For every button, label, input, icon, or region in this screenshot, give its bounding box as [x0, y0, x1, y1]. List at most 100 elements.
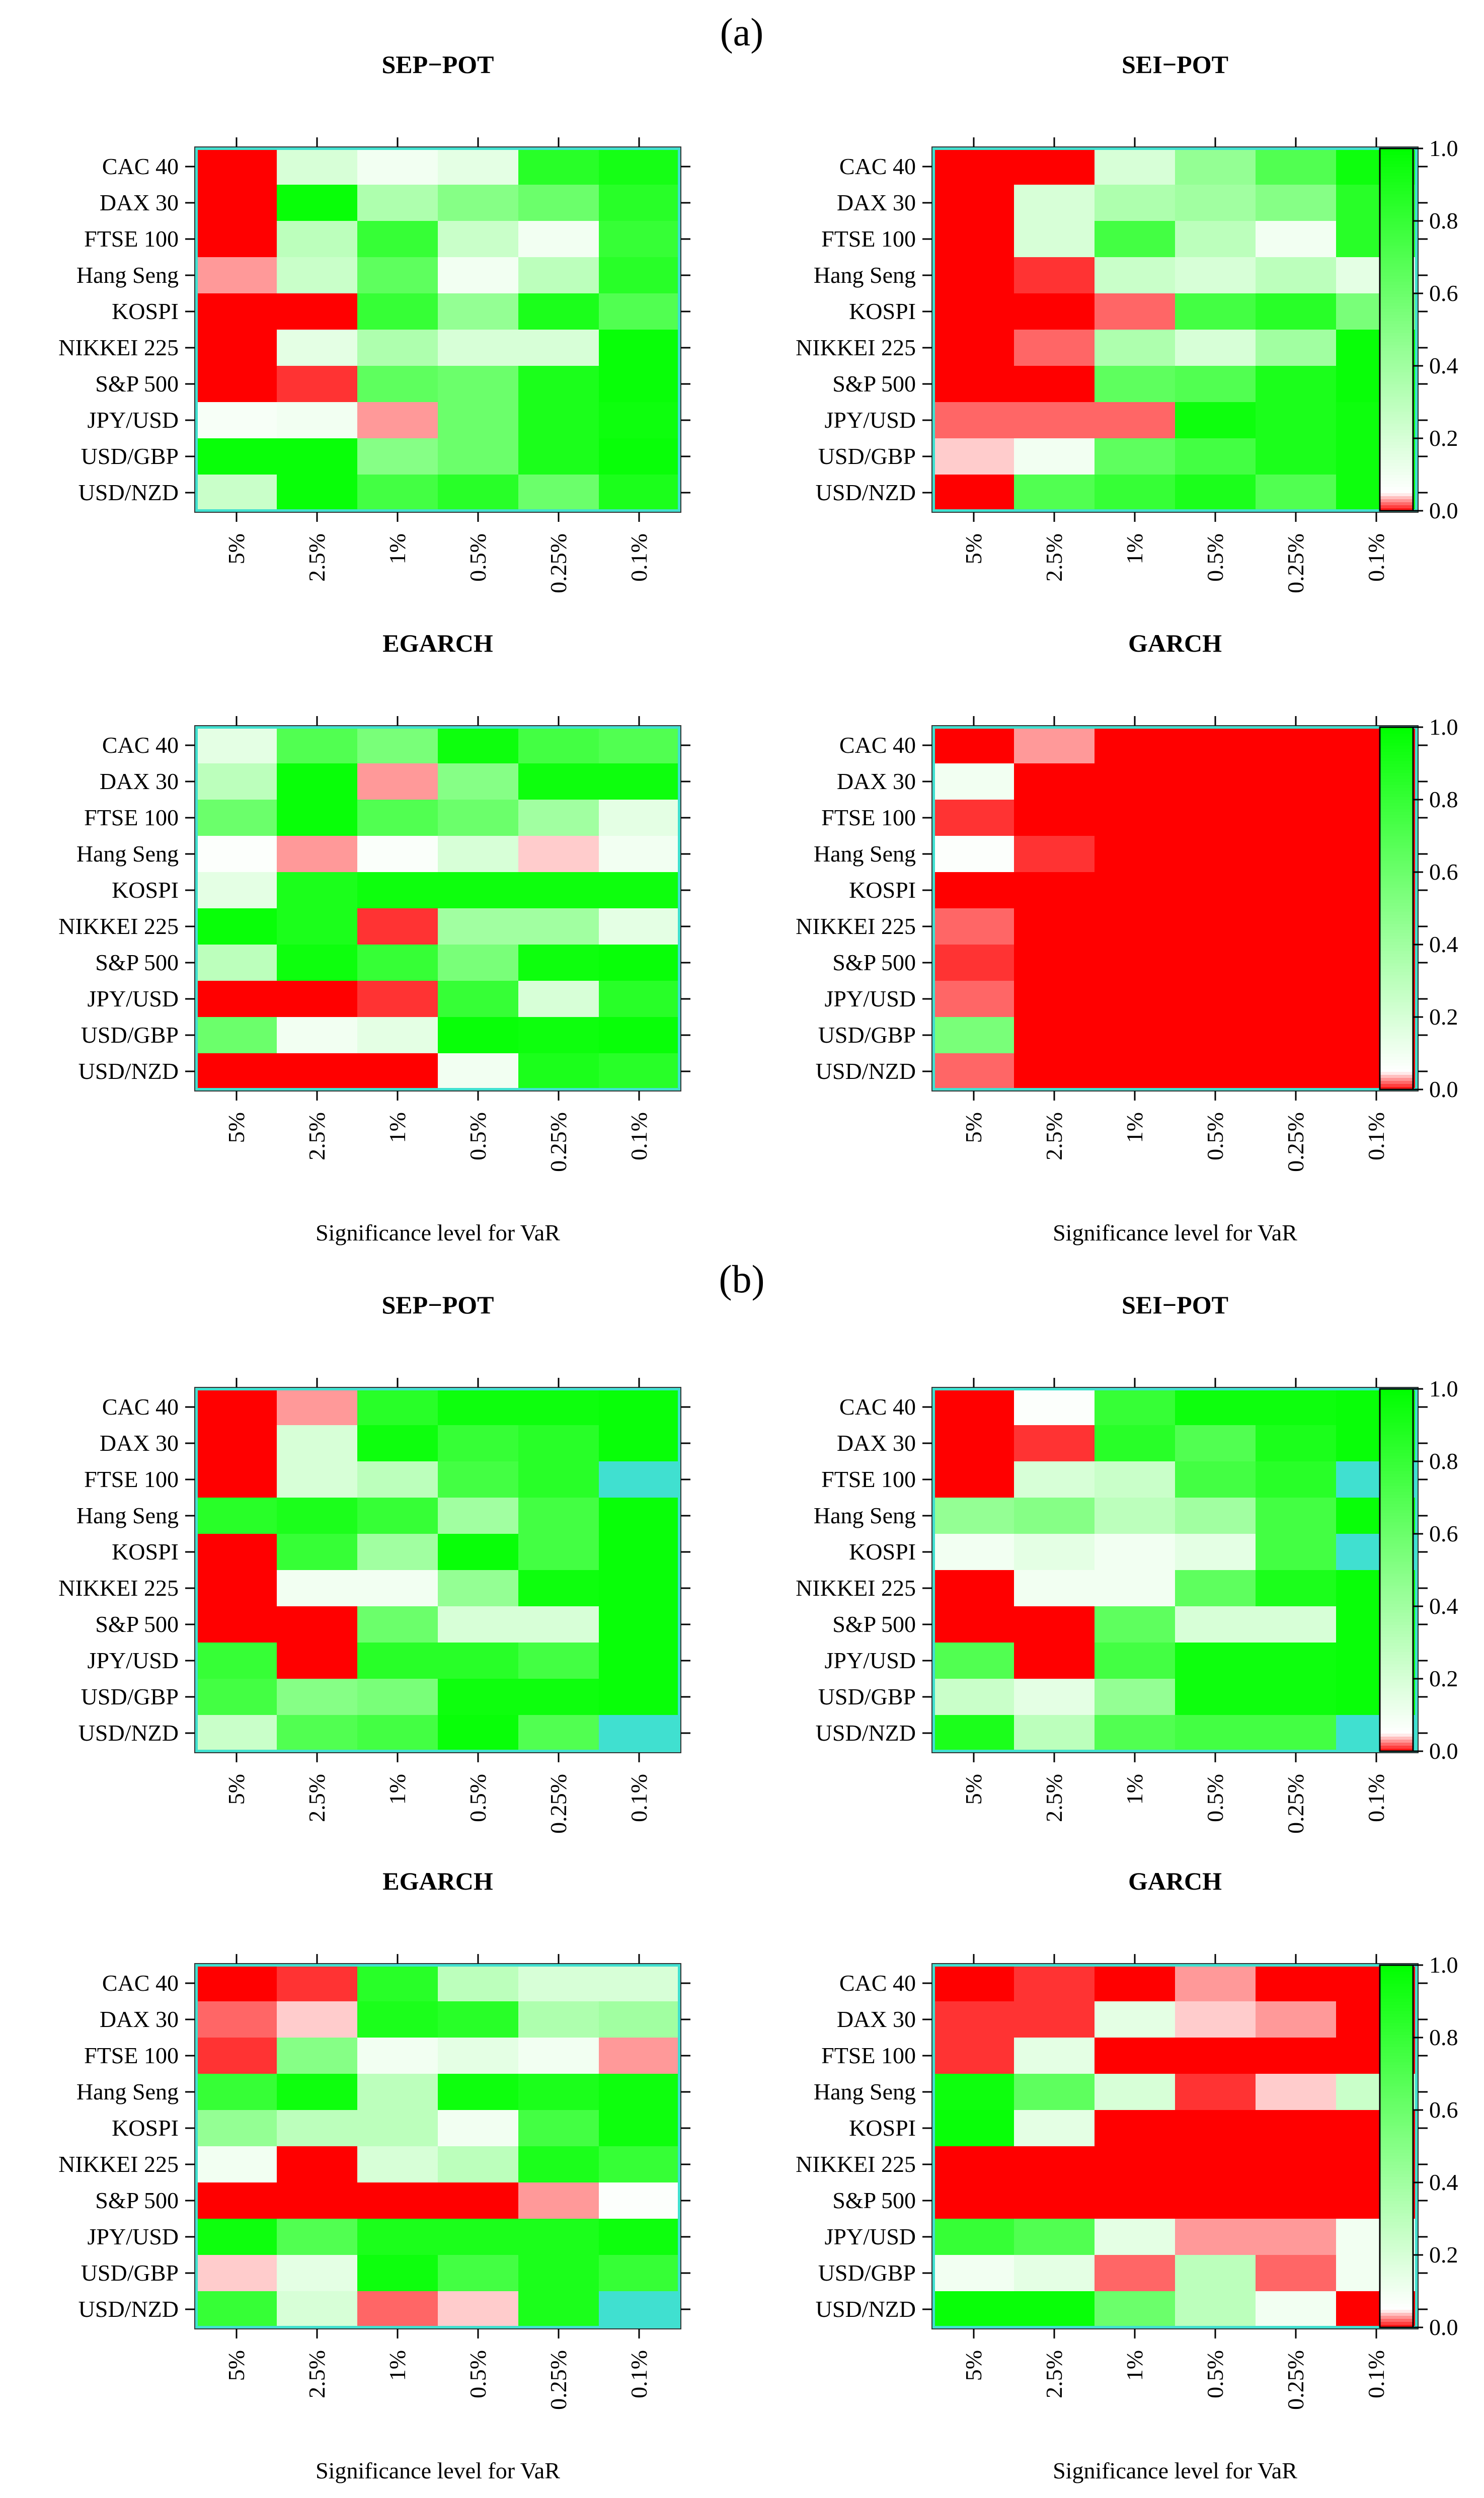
colorbar-segment: [1380, 369, 1413, 372]
colorbar-segment: [1380, 2056, 1413, 2059]
heatmap-cell: [1095, 148, 1176, 185]
colorbar-tick-label: 0.0: [1429, 2314, 1458, 2340]
colorbar-segment: [1380, 794, 1413, 797]
colorbar-segment: [1380, 966, 1413, 969]
colorbar-segment: [1380, 1032, 1413, 1036]
colorbar-segment: [1380, 1008, 1413, 1011]
panel-label-a: (a): [720, 10, 764, 54]
heatmap-cell: [1095, 1389, 1176, 1426]
colorbar-segment: [1380, 372, 1413, 375]
colorbar-segment: [1380, 1989, 1413, 1993]
row-label: JPY/USD: [824, 1648, 916, 1673]
heatmap-cell: [1256, 366, 1337, 403]
colorbar-segment: [1380, 1510, 1413, 1513]
heatmap-cell: [438, 438, 519, 475]
heatmap-cell: [438, 293, 519, 330]
colorbar-segment: [1380, 1017, 1413, 1021]
colorbar-segment: [1380, 2297, 1413, 2301]
heatmap-cell: [277, 1606, 358, 1643]
colorbar-segment: [1380, 1630, 1413, 1634]
heatmap-cell: [1175, 1017, 1256, 1054]
colorbar-segment: [1380, 2101, 1413, 2104]
heatmap-cell: [1175, 2219, 1256, 2255]
heatmap-cell: [277, 148, 358, 185]
colorbar-segment: [1380, 1585, 1413, 1589]
heatmap-cell: [1095, 2291, 1176, 2328]
colorbar-segment: [1380, 2234, 1413, 2237]
colorbar-segment: [1380, 215, 1413, 218]
heatmap-cell: [599, 1017, 680, 1054]
colorbar-segment: [1380, 2071, 1413, 2074]
heatmap-cell: [1095, 2146, 1176, 2183]
heatmap-cell: [933, 1498, 1014, 1534]
heatmap-cell: [438, 1461, 519, 1498]
heatmap-cell: [1175, 2291, 1256, 2328]
heatmap-cell: [196, 475, 277, 511]
colorbar-segment: [1380, 1748, 1413, 1752]
colorbar-segment: [1380, 1056, 1413, 1060]
colorbar-segment: [1380, 2237, 1413, 2240]
colorbar-segment: [1380, 785, 1413, 788]
heatmap-cell: [1014, 2182, 1095, 2219]
colorbar-segment: [1380, 299, 1413, 303]
heatmap-cell: [1095, 800, 1176, 836]
colorbar-segment: [1380, 969, 1413, 972]
heatmap-cell: [1095, 1534, 1176, 1571]
row-label: USD/GBP: [818, 1022, 916, 1048]
colorbar-segment: [1380, 1971, 1413, 1975]
colorbar-segment: [1380, 914, 1413, 918]
heatmap-cell: [1095, 1643, 1176, 1679]
row-label: KOSPI: [849, 877, 916, 903]
colorbar-segment: [1380, 1974, 1413, 1978]
row-label: USD/GBP: [81, 443, 179, 469]
colorbar-segment: [1380, 2276, 1413, 2280]
heatmap-border: [931, 1387, 1419, 1753]
heatmap-cell: [277, 872, 358, 909]
col-label: 1%: [384, 1774, 410, 1805]
colorbar-segment: [1380, 1600, 1413, 1604]
heatmap-cell: [933, 1425, 1014, 1462]
colorbar-segment: [1380, 209, 1413, 212]
heatmap-cell: [1175, 293, 1256, 330]
heatmap-cell: [1175, 2110, 1256, 2147]
colorbar-segment: [1380, 2013, 1413, 2017]
heatmap-cell: [438, 2255, 519, 2292]
colorbar-segment: [1380, 1627, 1413, 1631]
colorbar-segment: [1380, 2065, 1413, 2068]
heatmap-cell: [277, 836, 358, 873]
colorbar-segment: [1380, 736, 1413, 740]
col-label: 0.5%: [1202, 2350, 1228, 2398]
heatmap-cell: [1256, 1534, 1337, 1571]
colorbar-segment: [1380, 441, 1413, 445]
colorbar-segment: [1380, 2321, 1413, 2325]
heatmap-cell: [196, 402, 277, 439]
heatmap-cell: [933, 293, 1014, 330]
heatmap-cell: [1256, 1425, 1337, 1462]
heatmap-cell: [1095, 727, 1176, 764]
colorbar-segment: [1380, 2273, 1413, 2277]
colorbar-segment: [1380, 263, 1413, 267]
heatmap-cell: [357, 763, 438, 800]
col-label: 0.5%: [1202, 533, 1228, 582]
heatmap-cell: [1256, 2074, 1337, 2111]
colorbar-segment: [1380, 990, 1413, 993]
col-label: 1%: [384, 2350, 410, 2381]
colorbar-segment: [1380, 1724, 1413, 1728]
heatmap-cell: [1014, 1643, 1095, 1679]
heatmap-cell: [1014, 800, 1095, 836]
colorbar-segment: [1380, 2228, 1413, 2231]
heatmap-cell: [1175, 2182, 1256, 2219]
colorbar-segment: [1380, 1555, 1413, 1558]
colorbar-segment: [1380, 1567, 1413, 1571]
col-label: 2.5%: [1041, 1774, 1067, 1822]
row-label: S&P 500: [832, 950, 916, 975]
colorbar-segment: [1380, 2324, 1413, 2328]
heatmap-cell: [1256, 945, 1337, 981]
row-label: CAC 40: [102, 1394, 179, 1420]
heatmap-cell: [277, 2291, 358, 2328]
heatmap-b-1: SEI−POT CAC 40 DAX 30 FTSE 100 Hang Seng KOSP…: [796, 1291, 1428, 1834]
heatmap-cell: [1175, 257, 1256, 294]
heatmap-cell: [933, 366, 1014, 403]
heatmap-cell: [196, 293, 277, 330]
colorbar-segment: [1380, 302, 1413, 306]
